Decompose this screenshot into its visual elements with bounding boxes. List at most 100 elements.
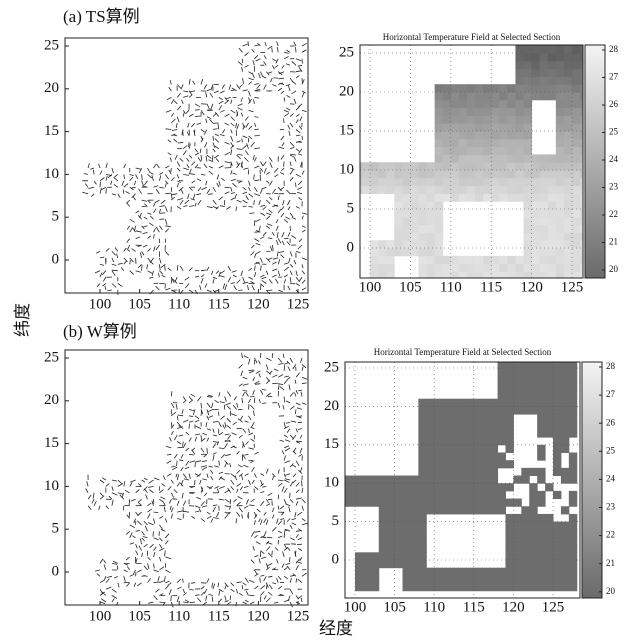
vector-arrow <box>113 561 118 563</box>
field-cell <box>524 264 533 272</box>
field-cell <box>499 92 508 100</box>
field-cell <box>371 568 379 576</box>
field-cell <box>529 583 537 591</box>
field-cell <box>498 422 506 430</box>
vector-arrow <box>285 448 290 451</box>
field-cell <box>553 583 561 591</box>
vector-arrow <box>140 539 141 545</box>
field-cell <box>513 362 521 369</box>
field-cell <box>418 406 426 414</box>
field-cell <box>467 100 476 108</box>
vector-arrow <box>254 254 255 258</box>
field-cell <box>370 256 379 264</box>
vector-arrow <box>140 253 141 258</box>
vector-arrow <box>256 243 261 245</box>
vector-arrow <box>300 448 302 453</box>
field-cell <box>545 362 553 369</box>
vector-arrow <box>154 247 156 252</box>
field-cell <box>418 232 427 240</box>
field-cell <box>466 437 474 445</box>
field-cell <box>434 476 442 484</box>
vector-arrow <box>220 134 225 136</box>
field-cell <box>556 131 565 139</box>
vector-arrow <box>299 149 302 153</box>
field-cell <box>505 368 513 376</box>
field-cell <box>540 53 549 61</box>
vector-arrow <box>302 216 303 220</box>
vector-arrow <box>114 576 118 578</box>
vector-arrow <box>251 427 255 428</box>
vector-arrow <box>118 263 123 264</box>
field-cell <box>498 406 506 414</box>
field-cell <box>564 170 573 178</box>
field-cell <box>499 193 508 201</box>
vector-arrow <box>127 566 130 570</box>
vector-arrow <box>130 227 133 232</box>
vector-arrow <box>138 512 142 516</box>
field-cell <box>499 271 508 278</box>
vector-arrow <box>213 518 219 519</box>
field-cell <box>513 399 521 407</box>
colorbar-tick-label: 21 <box>609 237 618 247</box>
field-cell <box>475 92 484 100</box>
field-cell <box>561 437 569 445</box>
field-cell <box>403 514 411 522</box>
field-cell <box>467 139 476 147</box>
vector-arrow <box>130 574 135 576</box>
vector-arrow <box>231 149 232 155</box>
vector-arrow <box>230 499 231 504</box>
field-cell <box>572 178 581 186</box>
field-cell <box>363 491 371 499</box>
vector-arrow <box>187 131 189 136</box>
vector-arrow <box>260 474 264 476</box>
field-cell <box>499 264 508 272</box>
vector-arrow <box>270 78 272 82</box>
vector-arrow <box>251 422 254 427</box>
vector-arrow <box>284 110 289 112</box>
vector-arrow <box>242 514 243 518</box>
vector-arrow <box>115 248 118 252</box>
field-cell <box>564 139 573 147</box>
field-cell <box>556 232 565 240</box>
vector-arrow <box>170 80 171 84</box>
vector-arrow <box>278 271 279 276</box>
vector-arrow <box>291 421 296 422</box>
vector-arrow <box>296 183 297 188</box>
vector-arrow <box>272 269 277 271</box>
vector-arrow <box>278 259 280 264</box>
vector-arrow <box>234 499 237 502</box>
vector-arrow <box>290 277 291 283</box>
field-cell <box>553 368 561 376</box>
field-cell <box>403 575 411 583</box>
vector-arrow <box>219 181 221 186</box>
vector-arrow <box>229 506 230 510</box>
field-cell <box>564 45 573 53</box>
vector-arrow <box>237 582 242 583</box>
field-cell <box>491 271 500 278</box>
field-cell <box>434 414 442 422</box>
y-tick-label: 20 <box>44 392 59 408</box>
vector-arrow <box>294 158 296 162</box>
vector-arrow <box>229 85 231 90</box>
vector-arrow <box>235 194 237 199</box>
vector-arrow <box>290 177 293 180</box>
vector-arrow <box>209 416 213 418</box>
vector-arrow <box>183 593 187 596</box>
field-cell <box>529 529 537 537</box>
field-cell <box>532 69 541 77</box>
field-cell <box>505 445 513 453</box>
field-cell <box>451 162 460 170</box>
field-cell <box>426 437 434 445</box>
field-cell <box>395 560 403 568</box>
vector-arrow <box>213 129 218 130</box>
vector-arrow <box>298 187 303 189</box>
field-cell <box>572 92 581 100</box>
field-cell <box>507 92 516 100</box>
vector-arrow <box>177 587 181 589</box>
vector-arrow <box>296 75 299 78</box>
vector-arrow <box>238 108 243 111</box>
vector-arrow <box>219 105 222 110</box>
field-cell <box>524 201 533 209</box>
field-cell <box>450 575 458 583</box>
field-cell <box>537 575 545 583</box>
